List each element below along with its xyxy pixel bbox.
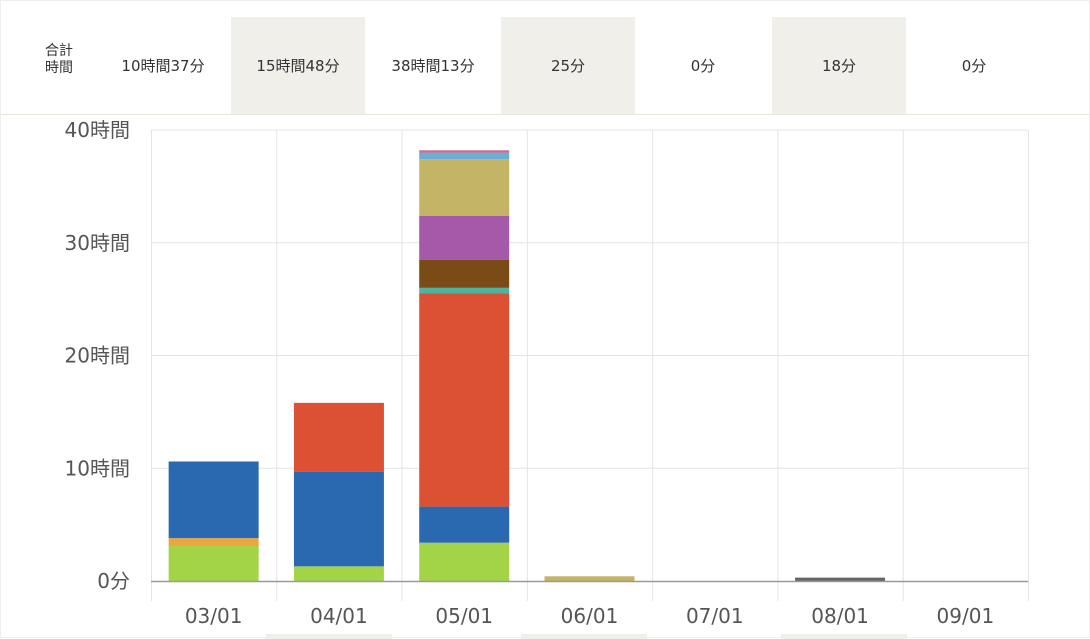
bars [168, 150, 886, 581]
totals-label-line1: 合計 [45, 43, 73, 59]
bar-segment-08-01-s10 [795, 577, 886, 581]
totals-label-line2: 時間 [45, 60, 73, 76]
bar-segment-05-01-s8 [419, 152, 510, 160]
y-axis-labels: 0分 10時間 20時間 30時間 40時間 [65, 118, 130, 593]
y-tick-label-3: 30時間 [65, 231, 130, 255]
x-tick-label-05-01: 05/01 [435, 604, 493, 628]
category-stripe-08-01 [781, 634, 907, 639]
x-tick-label-03-01: 03/01 [185, 604, 243, 628]
bar-segment-05-01-s2 [419, 506, 510, 543]
bar-segment-04-01-s0 [293, 566, 384, 581]
total-cell-04-01: 15時間48分 [231, 17, 365, 114]
bar-segment-04-01-s2 [293, 471, 384, 567]
bar-segment-03-01-s2 [168, 461, 259, 539]
bar-segment-03-01-s0 [168, 546, 259, 581]
bar-segment-05-01-s3 [419, 293, 510, 507]
total-cell-08-01: 18分 [772, 17, 906, 114]
y-tick-label-0: 0分 [97, 569, 130, 593]
bar-segment-05-01-s4 [419, 287, 510, 294]
x-tick-label-08-01: 08/01 [811, 604, 869, 628]
y-tick-label-4: 40時間 [65, 118, 130, 142]
x-tick-label-07-01: 07/01 [686, 604, 744, 628]
total-cell-06-01: 25分 [501, 17, 635, 114]
totals-row-label: 合計 時間 [45, 43, 85, 77]
total-cell-07-01: 0分 [690, 57, 716, 75]
category-stripe-06-01 [521, 634, 647, 639]
bar-segment-04-01-s3 [293, 402, 384, 472]
x-tick-label-04-01: 04/01 [310, 604, 368, 628]
bar-segment-05-01-s5 [419, 259, 510, 288]
totals-row: 合計 時間 10時間37分 15時間48分 38時間13分 25分 0分 18分… [1, 17, 1090, 115]
total-cell-05-01: 38時間13分 [391, 57, 475, 75]
bar-segment-05-01-s6 [419, 215, 510, 260]
total-cell-03-01: 10時間37分 [121, 57, 205, 75]
y-tick-label-2: 20時間 [65, 344, 130, 368]
bar-segment-05-01-s9 [419, 150, 510, 153]
x-tick-label-09-01: 09/01 [937, 604, 995, 628]
grid-lines [151, 129, 1029, 601]
bar-segment-03-01-s1 [168, 538, 259, 547]
x-tick-label-06-01: 06/01 [561, 604, 619, 628]
bar-segment-06-01-s7 [544, 576, 635, 581]
x-axis-labels: 03/01 04/01 05/01 06/01 07/01 08/01 09/01 [185, 604, 994, 628]
bar-segment-05-01-s0 [419, 542, 510, 581]
total-cell-09-01: 0分 [961, 57, 987, 75]
category-stripe-04-01 [266, 634, 392, 639]
y-tick-label-1: 10時間 [65, 456, 130, 480]
bar-segment-05-01-s7 [419, 159, 510, 216]
